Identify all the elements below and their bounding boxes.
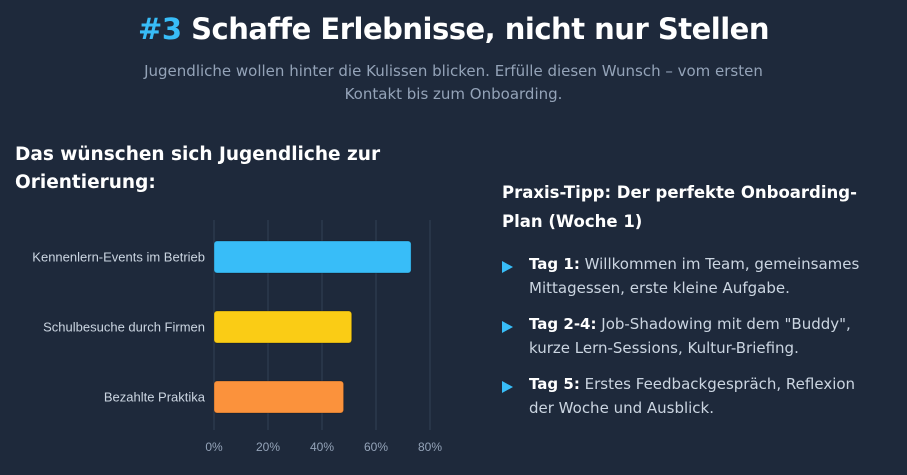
play-arrow-icon [502, 261, 513, 273]
list-item: Tag 2-4: Job-Shadowing mit dem "Buddy", … [502, 312, 882, 360]
y-category-label: Bezahlte Praktika [104, 390, 206, 405]
bar [213, 380, 345, 414]
bar [213, 240, 412, 274]
x-tick-label: 60% [364, 440, 388, 454]
bar [213, 310, 353, 344]
item-label: Tag 2-4: [529, 315, 597, 333]
title-text: Schaffe Erlebnisse, nicht nur Stellen [191, 12, 769, 46]
chart-title: Das wünschen sich Jugendliche zur Orient… [15, 144, 381, 193]
item-text: Willkommen im Team, gemeinsames Mittages… [529, 255, 860, 297]
page-title: #3 Schaffe Erlebnisse, nicht nur Stellen [0, 12, 907, 46]
list-item: Tag 1: Willkommen im Team, gemeinsames M… [502, 252, 882, 300]
item-text: Job-Shadowing mit dem "Buddy", kurze Ler… [529, 315, 851, 357]
section-number: #3 [138, 12, 182, 46]
x-tick-label: 20% [256, 440, 280, 454]
y-category-label: Kennenlern-Events im Betrieb [32, 250, 205, 265]
item-text: Erstes Feedbackgespräch, Reflexion der W… [529, 375, 856, 417]
y-category-label: Schulbesuche durch Firmen [43, 320, 205, 335]
item-label: Tag 1: [529, 255, 580, 273]
list-item: Tag 5: Erstes Feedbackgespräch, Reflexio… [502, 372, 882, 420]
play-arrow-icon [502, 321, 513, 333]
item-label: Tag 5: [529, 375, 580, 393]
x-tick-label: 0% [205, 440, 223, 454]
tip-title: Praxis-Tipp: Der perfekte Onboarding-Pla… [502, 183, 857, 231]
onboarding-plan-list: Tag 1: Willkommen im Team, gemeinsames M… [502, 252, 882, 432]
page-subtitle: Jugendliche wollen hinter die Kulissen b… [144, 62, 763, 103]
x-tick-label: 40% [310, 440, 334, 454]
x-tick-label: 80% [418, 440, 442, 454]
play-arrow-icon [502, 381, 513, 393]
